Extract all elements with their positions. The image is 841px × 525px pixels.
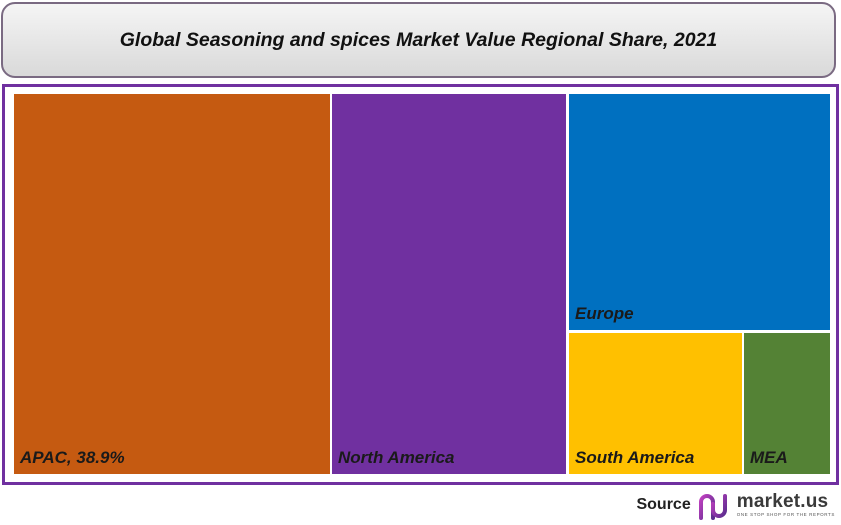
treemap-frame: APAC, 38.9% North America Europe South A…	[2, 84, 839, 485]
tile-label-mea: MEA	[750, 448, 788, 467]
market-us-logo-icon	[698, 492, 732, 520]
chart-title: Global Seasoning and spices Market Value…	[119, 28, 718, 51]
brand-tagline: ONE STOP SHOP FOR THE REPORTS	[736, 512, 835, 518]
brand-logo[interactable]: market.us ONE STOP SHOP FOR THE REPORTS	[698, 490, 835, 520]
tile-south-america: South America	[569, 333, 742, 474]
tile-north-america: North America	[332, 94, 566, 474]
source-label: Source	[636, 496, 691, 513]
tile-label-north-america: North America	[338, 448, 455, 467]
tile-apac: APAC, 38.9%	[14, 94, 330, 474]
chart-title-box: Global Seasoning and spices Market Value…	[1, 2, 836, 78]
tile-europe: Europe	[569, 94, 830, 330]
tile-label-south-america: South America	[575, 448, 695, 467]
tile-label-apac: APAC, 38.9%	[20, 448, 125, 467]
tile-mea: MEA	[744, 333, 830, 474]
brand-name: market.us	[736, 491, 829, 513]
source-footer: Source market.us ONE STOP SHOP FOR THE R…	[636, 488, 835, 522]
tile-label-europe: Europe	[575, 304, 634, 323]
